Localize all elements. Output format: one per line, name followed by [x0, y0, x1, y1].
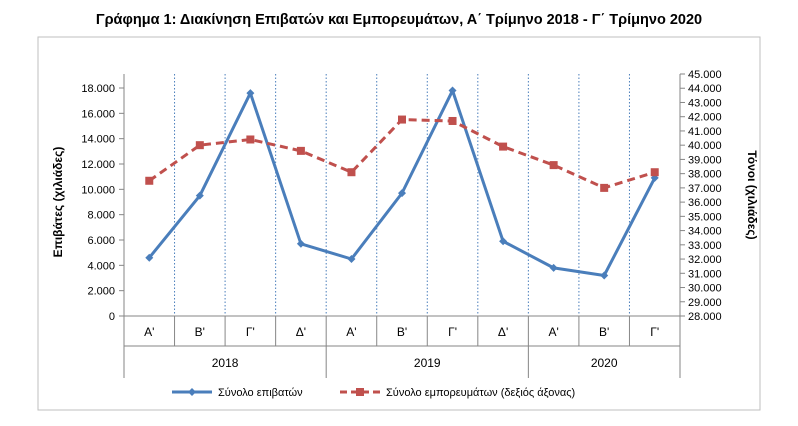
data-point-1	[145, 253, 154, 262]
data-point-1	[549, 263, 558, 272]
legend-label-1: Σύνολο επιβατών	[218, 387, 303, 399]
y2-tick-label: 44.000	[688, 83, 722, 95]
data-point-1	[296, 239, 305, 248]
y2-tick-label: 35.000	[688, 211, 722, 223]
x-tick-label: Α'	[144, 325, 154, 339]
y2-tick-label: 38.000	[688, 169, 722, 181]
y2-tick-label: 41.000	[688, 126, 722, 138]
y2-tick-label: 33.000	[688, 240, 722, 252]
year-label: 2020	[591, 356, 618, 370]
y2-tick-label: 29.000	[688, 297, 722, 309]
y-tick-label: 10.000	[81, 184, 115, 196]
data-point-1	[600, 271, 609, 280]
data-point-2	[347, 168, 356, 177]
chart-title: Γράφημα 1: Διακίνηση Επιβατών και Εμπορε…	[95, 12, 703, 28]
y2-tick-label: 36.000	[688, 197, 722, 209]
data-point-2	[145, 176, 154, 185]
year-label: 2019	[414, 356, 441, 370]
data-point-1	[499, 237, 508, 246]
data-point-2	[246, 135, 255, 144]
x-tick-label: Α'	[548, 325, 558, 339]
x-tick-label: Δ'	[296, 325, 306, 339]
y-tick-label: 12.000	[81, 159, 115, 171]
chart-frame	[37, 36, 761, 411]
y2-tick-label: 31.000	[688, 268, 722, 280]
y-tick-label: 2.000	[87, 286, 115, 298]
data-point-2	[600, 183, 609, 192]
data-point-2	[398, 115, 406, 124]
x-tick-label: Β'	[599, 325, 609, 339]
y-tick-label: 6.000	[87, 235, 115, 247]
data-point-2	[195, 141, 204, 150]
y2-tick-label: 32.000	[688, 254, 722, 266]
y2-tick-label: 28.000	[688, 311, 722, 323]
y2-tick-label: 30.000	[688, 283, 722, 295]
y-tick-label: 16.000	[81, 108, 115, 120]
data-point-1	[347, 255, 356, 263]
y2-tick-label: 42.000	[688, 112, 722, 124]
x-tick-label: Δ'	[498, 325, 508, 339]
x-tick-label: Β'	[195, 325, 205, 339]
y-tick-label: 18.000	[81, 83, 115, 95]
x-tick-label: Γ'	[448, 325, 457, 339]
data-point-2	[499, 142, 508, 151]
y-tick-label: 14.000	[81, 134, 115, 146]
x-tick-label: Β'	[397, 325, 407, 339]
x-tick-label: Α'	[346, 325, 356, 339]
data-point-1	[195, 191, 204, 200]
y-axis-title: Επιβάτες (χιλιάδες)	[51, 147, 65, 258]
y-tick-label: 0	[109, 311, 115, 323]
y2-tick-label: 40.000	[688, 140, 722, 152]
y2-axis-title: Τόνοι (χιλιάδες)	[745, 150, 759, 239]
data-point-1	[246, 89, 255, 98]
x-tick-label: Γ'	[650, 325, 659, 339]
data-point-2	[448, 116, 457, 125]
data-point-1	[398, 189, 406, 198]
y-tick-label: 8.000	[87, 210, 115, 222]
y2-tick-label: 39.000	[688, 154, 722, 166]
data-point-2	[650, 168, 659, 177]
y2-tick-label: 45.000	[688, 69, 722, 81]
year-label: 2018	[212, 356, 239, 370]
legend-marker-1	[188, 388, 196, 396]
y-tick-label: 4.000	[87, 260, 115, 272]
y2-tick-label: 37.000	[688, 183, 722, 195]
legend-label-2: Σύνολο εμπορευμάτων (δεξιός άξονας)	[386, 387, 575, 399]
y2-tick-label: 43.000	[688, 97, 722, 109]
legend-marker-2	[356, 388, 364, 396]
data-point-2	[549, 161, 558, 170]
x-tick-label: Γ'	[246, 325, 255, 339]
data-point-1	[448, 86, 457, 95]
data-point-2	[296, 146, 305, 155]
y2-tick-label: 34.000	[688, 226, 722, 238]
series-line-2	[148, 118, 656, 190]
